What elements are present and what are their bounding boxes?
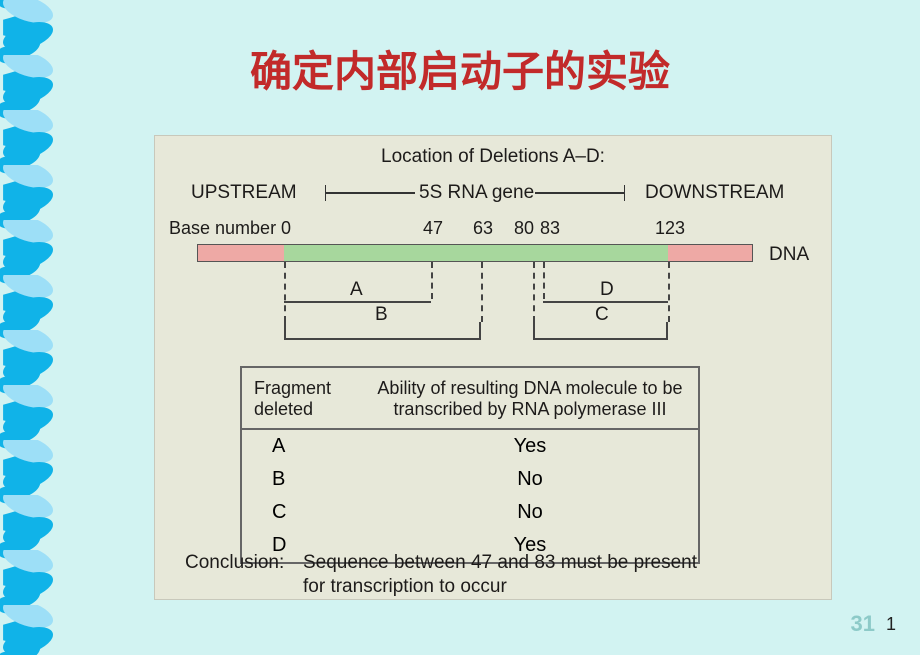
gene-label: 5S RNA gene xyxy=(419,182,534,204)
dash-63 xyxy=(481,262,483,322)
dash-80 xyxy=(533,262,535,322)
slide-title: 确定内部启动子的实验 xyxy=(0,38,920,99)
downstream-label: DOWNSTREAM xyxy=(645,182,784,204)
dna-label: DNA xyxy=(769,244,809,266)
tick-47: 47 xyxy=(423,218,443,239)
conclusion-line2: for transcription to occur xyxy=(303,576,507,598)
dash-123 xyxy=(668,262,670,322)
cell-frag: A xyxy=(242,435,362,458)
dash-47 xyxy=(431,262,433,299)
conclusion-line1: Sequence between 47 and 83 must be prese… xyxy=(303,552,697,574)
dna-gene xyxy=(284,244,668,262)
cell-frag: C xyxy=(242,501,362,524)
bracket-d-label: D xyxy=(600,279,614,301)
tick-80: 80 xyxy=(514,218,534,239)
dna-upstream xyxy=(197,244,284,262)
dna-bar xyxy=(197,244,753,262)
table-row: C No xyxy=(242,496,698,529)
conclusion-label: Conclusion: xyxy=(185,552,284,574)
cell-frag: B xyxy=(242,468,362,491)
th-fragment: Fragment deleted xyxy=(242,368,362,428)
tick-63: 63 xyxy=(473,218,493,239)
tick-83: 83 xyxy=(540,218,560,239)
tick-123: 123 xyxy=(655,218,685,239)
dna-downstream xyxy=(668,244,753,262)
table-row: A Yes xyxy=(242,430,698,463)
page-number-faint: 31 xyxy=(851,611,875,637)
cell-result: Yes xyxy=(362,435,698,458)
th-ability: Ability of resulting DNA molecule to be … xyxy=(362,368,698,428)
base-number-label: Base number xyxy=(169,218,276,239)
page-number: 1 xyxy=(886,614,896,635)
dash-83 xyxy=(543,262,545,299)
results-table: Fragment deleted Ability of resulting DN… xyxy=(240,366,700,564)
dash-0 xyxy=(284,262,286,322)
bracket-a-label: A xyxy=(350,279,363,301)
bracket-c-label: C xyxy=(595,304,609,326)
cell-result: No xyxy=(362,501,698,524)
tick-0: 0 xyxy=(281,218,291,239)
table-row: B No xyxy=(242,463,698,496)
upstream-label: UPSTREAM xyxy=(191,182,297,204)
figure-panel: Location of Deletions A–D: UPSTREAM 5S R… xyxy=(154,135,832,600)
figure-header: Location of Deletions A–D: xyxy=(155,146,831,168)
bracket-b-label: B xyxy=(375,304,388,326)
cell-result: No xyxy=(362,468,698,491)
dna-helix-decoration xyxy=(0,0,75,655)
